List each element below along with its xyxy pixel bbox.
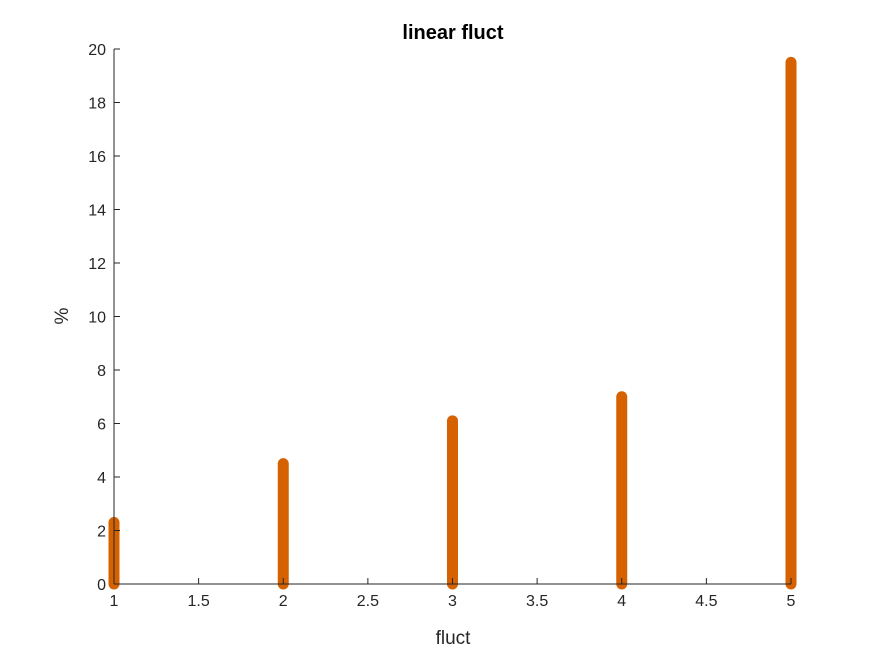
y-tick-label: 6 bbox=[97, 417, 106, 434]
y-tick-label: 0 bbox=[97, 577, 106, 594]
stems-group bbox=[108, 56, 797, 590]
x-tick-label: 1.5 bbox=[188, 593, 210, 610]
chart-title: linear fluct bbox=[402, 22, 503, 44]
x-ticks-group: 1 1.5 2 2.5 3 3.5 4 4.5 5 bbox=[110, 578, 796, 610]
x-axis-title: fluct bbox=[436, 628, 472, 649]
y-tick-label: 4 bbox=[97, 470, 106, 487]
y-tick-label: 18 bbox=[88, 96, 106, 113]
y-tick-label: 20 bbox=[88, 42, 106, 59]
y-tick-label: 2 bbox=[97, 524, 106, 541]
x-tick-label: 4.5 bbox=[695, 593, 717, 610]
x-tick-label: 4 bbox=[617, 593, 626, 610]
y-tick-label: 12 bbox=[88, 256, 106, 273]
x-tick-label: 3 bbox=[448, 593, 457, 610]
y-tick-label: 10 bbox=[88, 310, 106, 327]
x-tick-label: 3.5 bbox=[526, 593, 548, 610]
y-axis-title: % bbox=[52, 307, 73, 324]
x-tick-label: 2.5 bbox=[357, 593, 379, 610]
x-tick-label: 5 bbox=[787, 593, 796, 610]
y-tick-label: 16 bbox=[88, 149, 106, 166]
y-tick-label: 8 bbox=[97, 363, 106, 380]
y-tick-label: 14 bbox=[88, 203, 106, 220]
x-tick-label: 1 bbox=[110, 593, 119, 610]
x-tick-label: 2 bbox=[279, 593, 288, 610]
y-ticks-group: 0 2 4 6 8 10 12 14 16 18 20 bbox=[88, 42, 120, 594]
